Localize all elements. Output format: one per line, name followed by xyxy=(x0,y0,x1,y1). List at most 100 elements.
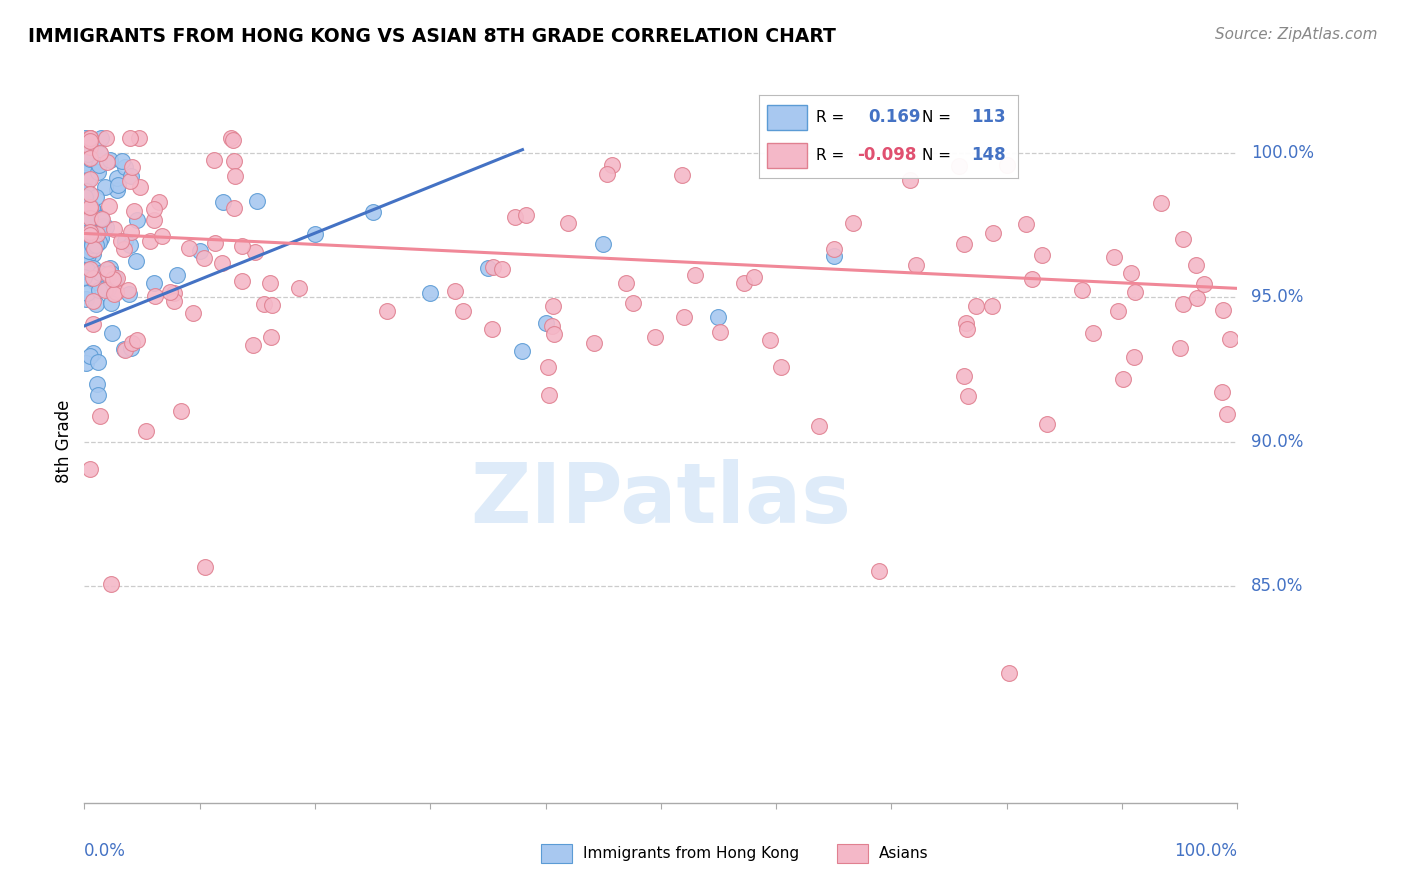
Point xyxy=(503,211,526,225)
Point xyxy=(242,338,264,352)
Text: 100.0%: 100.0% xyxy=(1174,842,1237,860)
Point xyxy=(204,236,226,251)
Point xyxy=(82,317,104,331)
Point xyxy=(1185,291,1208,305)
Text: IMMIGRANTS FROM HONG KONG VS ASIAN 8TH GRADE CORRELATION CHART: IMMIGRANTS FROM HONG KONG VS ASIAN 8TH G… xyxy=(28,27,837,45)
Point xyxy=(96,262,118,277)
Point xyxy=(110,234,132,248)
Point xyxy=(143,289,166,303)
Point xyxy=(957,389,980,403)
Point xyxy=(79,187,101,202)
Point xyxy=(1021,271,1043,285)
Point xyxy=(515,209,537,223)
Point xyxy=(75,219,97,233)
Point xyxy=(842,216,865,230)
Point xyxy=(84,297,107,311)
Point xyxy=(79,349,101,363)
Point xyxy=(1107,304,1129,318)
Point xyxy=(259,277,281,291)
Point xyxy=(114,234,136,248)
Point xyxy=(80,201,103,215)
Point xyxy=(75,292,97,306)
Point xyxy=(98,153,121,168)
Point xyxy=(120,341,142,355)
Point xyxy=(79,461,101,475)
Point xyxy=(595,167,617,181)
Point xyxy=(87,158,110,172)
Point xyxy=(100,296,122,310)
Point xyxy=(592,237,614,252)
Point xyxy=(125,212,148,227)
Point xyxy=(75,256,97,270)
Point xyxy=(1150,196,1173,211)
Point xyxy=(534,316,557,330)
Point xyxy=(80,237,103,252)
Text: 90.0%: 90.0% xyxy=(1251,433,1303,450)
Point xyxy=(79,131,101,145)
Point xyxy=(1168,341,1191,355)
Point xyxy=(224,201,246,215)
Point xyxy=(79,211,101,225)
Point xyxy=(1194,277,1216,291)
Point xyxy=(96,154,118,169)
Point xyxy=(76,194,98,208)
Point xyxy=(956,322,979,336)
Point xyxy=(75,163,97,178)
Point xyxy=(73,252,96,266)
Point xyxy=(98,199,121,213)
Point xyxy=(1185,258,1208,272)
Point xyxy=(103,222,125,236)
Point xyxy=(1211,385,1233,400)
Point xyxy=(953,237,976,252)
Point xyxy=(808,419,831,434)
Point xyxy=(742,269,765,284)
Point xyxy=(121,336,143,351)
Point xyxy=(117,283,139,297)
Point xyxy=(998,665,1021,680)
Point xyxy=(1216,407,1239,421)
Point xyxy=(672,310,695,324)
Point xyxy=(1119,266,1142,280)
Point xyxy=(90,131,112,145)
Point xyxy=(179,241,201,255)
Point xyxy=(769,359,792,374)
Point xyxy=(112,343,135,357)
Point xyxy=(948,159,970,173)
Point xyxy=(361,205,384,219)
Point xyxy=(219,131,242,145)
Point xyxy=(707,310,730,324)
Point xyxy=(79,262,101,277)
Point xyxy=(77,173,100,187)
Point xyxy=(82,239,104,253)
Point xyxy=(541,300,564,314)
Point xyxy=(75,190,97,204)
Point xyxy=(107,178,129,192)
Point xyxy=(733,276,755,290)
Point xyxy=(419,286,441,301)
Text: 95.0%: 95.0% xyxy=(1251,288,1303,306)
Point xyxy=(86,190,108,204)
Point xyxy=(82,246,104,260)
Point xyxy=(125,253,148,268)
Point xyxy=(105,183,128,197)
Point xyxy=(89,283,111,297)
Point xyxy=(103,287,125,301)
Point xyxy=(202,153,225,168)
Text: Asians: Asians xyxy=(879,847,928,861)
Point xyxy=(243,245,266,260)
Point xyxy=(94,131,117,145)
Point xyxy=(582,335,605,350)
Point xyxy=(150,229,173,244)
Point xyxy=(1031,248,1053,262)
Point xyxy=(77,244,100,258)
Point xyxy=(538,387,561,401)
Point xyxy=(73,233,96,247)
Point xyxy=(75,227,97,241)
Point xyxy=(541,318,564,333)
Point xyxy=(898,173,921,187)
Point xyxy=(1036,417,1059,431)
Point xyxy=(75,212,97,227)
Point xyxy=(491,262,513,277)
Point xyxy=(91,212,114,227)
Point xyxy=(79,200,101,214)
